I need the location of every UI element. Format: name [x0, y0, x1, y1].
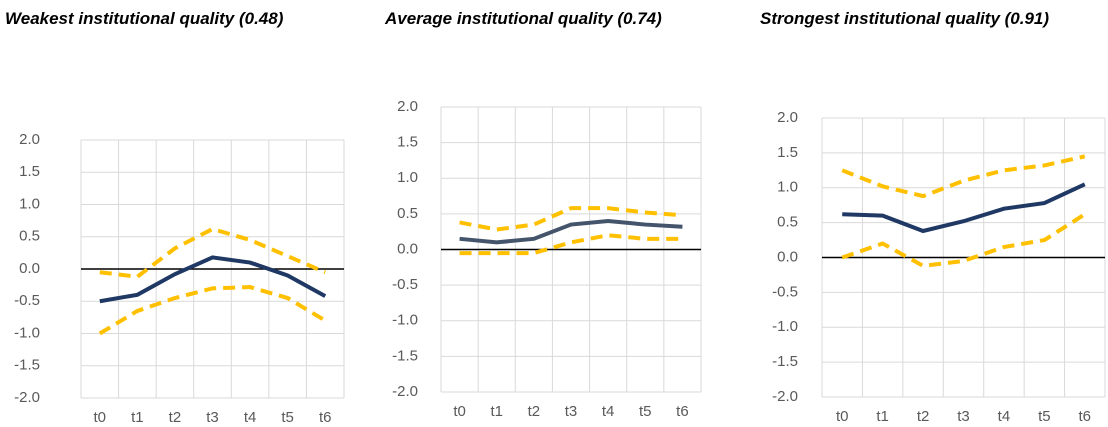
- y-tick-label: 2.0: [19, 131, 40, 148]
- x-tick-label: t2: [528, 403, 541, 420]
- y-tick-label: -0.5: [392, 276, 418, 293]
- y-tick-label: -2.0: [392, 383, 418, 400]
- y-tick-label: 1.0: [19, 195, 40, 212]
- y-tick-label: 1.0: [777, 179, 798, 196]
- x-tick-label: t1: [131, 409, 144, 426]
- x-tick-label: t1: [876, 408, 889, 425]
- estimate-line: [99, 255, 327, 304]
- y-tick-label: -2.0: [772, 388, 798, 405]
- x-tick-label: t5: [1038, 408, 1051, 425]
- x-tick-label: t2: [917, 408, 930, 425]
- x-tick-label: t5: [639, 403, 652, 420]
- x-tick-label: t3: [206, 409, 219, 426]
- y-tick-label: -1.0: [14, 324, 40, 341]
- y-tick-label: -1.0: [772, 318, 798, 335]
- chart-title: Average institutional quality (0.74): [385, 9, 662, 28]
- y-tick-label: -1.0: [392, 312, 418, 329]
- y-tick-label: 0.5: [397, 205, 418, 222]
- x-tick-label: t4: [244, 409, 257, 426]
- y-tick-label: -0.5: [772, 283, 798, 300]
- y-tick-label: 2.0: [397, 98, 418, 115]
- y-tick-label: -0.5: [14, 292, 40, 309]
- y-tick-label: -1.5: [392, 347, 418, 364]
- band-line: [459, 233, 683, 256]
- y-tick-label: 1.5: [397, 134, 418, 151]
- estimate-line: [459, 218, 683, 245]
- y-tick-label: 0.0: [19, 260, 40, 277]
- chart-title: Weakest institutional quality (0.48): [5, 9, 284, 28]
- band-line: [841, 154, 1086, 199]
- y-tick-label: 0.0: [777, 248, 798, 265]
- x-tick-label: t4: [602, 403, 615, 420]
- y-tick-label: -2.0: [14, 389, 40, 406]
- x-tick-label: t6: [319, 409, 332, 426]
- estimate-line: [842, 182, 1086, 234]
- x-tick-label: t0: [836, 408, 849, 425]
- y-tick-label: -1.5: [14, 357, 40, 374]
- y-tick-label: 1.5: [777, 144, 798, 161]
- y-tick-label: 1.5: [19, 163, 40, 180]
- x-tick-label: t6: [1079, 408, 1092, 425]
- band-line: [98, 285, 327, 336]
- x-tick-label: t0: [453, 403, 466, 420]
- band-line: [841, 212, 1086, 268]
- chart-title: Strongest institutional quality (0.91): [760, 9, 1050, 28]
- x-tick-label: t3: [565, 403, 578, 420]
- y-tick-label: 0.5: [19, 228, 40, 245]
- x-tick-label: t6: [676, 403, 689, 420]
- y-tick-label: 0.5: [777, 214, 798, 231]
- x-tick-label: t5: [281, 409, 294, 426]
- x-tick-label: t3: [957, 408, 970, 425]
- band-line: [459, 206, 683, 232]
- y-tick-label: 2.0: [777, 109, 798, 126]
- x-tick-label: t4: [998, 408, 1011, 425]
- x-tick-label: t2: [169, 409, 182, 426]
- y-tick-label: -1.5: [772, 353, 798, 370]
- x-tick-label: t1: [490, 403, 503, 420]
- x-tick-label: t0: [94, 409, 107, 426]
- y-tick-label: 0.0: [397, 240, 418, 257]
- y-tick-label: 1.0: [397, 169, 418, 186]
